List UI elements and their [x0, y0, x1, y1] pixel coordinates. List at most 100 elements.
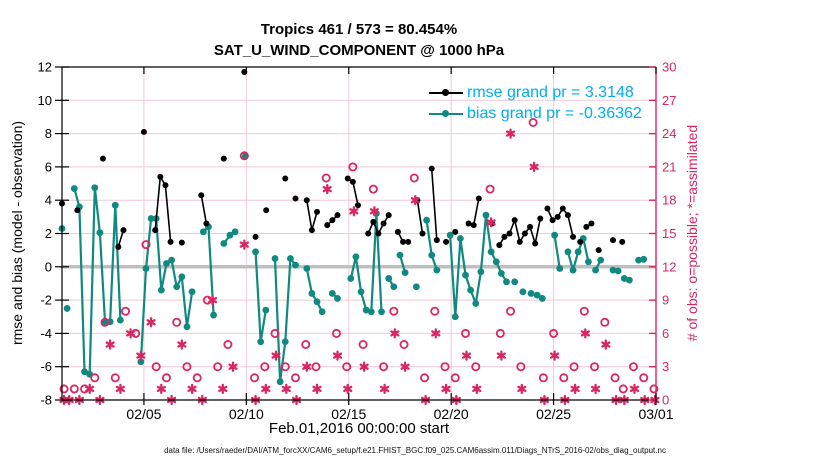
- assimilated-obs-marker: [549, 350, 560, 361]
- assimilated-obs-marker: [218, 383, 228, 395]
- rmse-point: [220, 155, 227, 162]
- bias-point: [220, 240, 228, 247]
- left-tick-label: -6: [40, 359, 52, 374]
- assimilated-obs-marker: [590, 383, 601, 395]
- bias-point: [423, 216, 430, 224]
- possible-obs-marker: [649, 384, 659, 394]
- bias-point: [511, 278, 519, 286]
- possible-obs-marker: [100, 317, 110, 327]
- left-tick-label: 6: [45, 159, 52, 174]
- bias-point: [551, 231, 559, 239]
- bias-point: [111, 201, 119, 209]
- x-tick-label: 02/15: [331, 406, 366, 422]
- possible-obs-marker: [506, 306, 516, 316]
- rmse-point: [570, 233, 577, 240]
- assimilated-obs-marker: [570, 383, 580, 395]
- possible-obs-marker: [379, 362, 389, 372]
- possible-obs-marker: [389, 306, 399, 316]
- bias-point: [252, 248, 259, 256]
- right-tick-label: 0: [662, 393, 669, 408]
- left-tick-label: -4: [40, 326, 52, 341]
- possible-obs-marker: [639, 373, 649, 383]
- assimilated-obs-marker: [461, 350, 472, 361]
- possible-obs-marker: [270, 328, 280, 338]
- rmse-point: [516, 238, 523, 245]
- assimilated-obs-marker: [105, 339, 115, 350]
- x-tick-label: 02/10: [229, 406, 264, 422]
- left-axis-label: rmse and bias (model - observation): [9, 120, 25, 346]
- assimilated-obs-marker: [529, 161, 539, 173]
- rmse-point: [365, 230, 372, 237]
- bias-point: [564, 248, 572, 256]
- bias-point: [231, 228, 239, 236]
- right-tick-label: 12: [662, 259, 676, 274]
- bias-point: [538, 295, 546, 302]
- left-tick-label: 8: [45, 126, 52, 141]
- right-tick-label: 15: [662, 226, 676, 241]
- bias-point: [462, 271, 469, 279]
- possible-obs-marker: [579, 306, 589, 316]
- possible-obs-marker: [110, 373, 120, 383]
- assimilated-obs-marker: [400, 361, 410, 372]
- assimilated-obs-marker: [390, 328, 400, 339]
- assimilated-obs-marker: [187, 383, 197, 395]
- assimilated-obs-marker: [207, 294, 218, 306]
- bias-point: [497, 270, 505, 277]
- possible-obs-marker: [528, 118, 538, 128]
- bias-point: [585, 258, 592, 266]
- assimilated-obs-marker: [349, 206, 359, 217]
- possible-obs-marker: [342, 362, 352, 372]
- rmse-point: [443, 238, 450, 245]
- rmse-point: [588, 220, 595, 227]
- bias-point: [620, 275, 628, 282]
- right-axis-label: # of obs: o=possible; *=assimilated: [684, 124, 700, 342]
- possible-obs-marker: [471, 362, 481, 372]
- bias-point: [81, 368, 88, 376]
- rmse-point: [380, 220, 387, 227]
- rmse-point: [385, 212, 392, 219]
- possible-obs-marker: [120, 306, 130, 316]
- bias-point: [635, 256, 642, 264]
- assimilated-obs-marker: [332, 350, 343, 361]
- bias-point: [451, 313, 459, 321]
- bias-point: [640, 255, 648, 263]
- rmse-point: [521, 230, 528, 237]
- assimilated-obs-marker: [322, 183, 332, 195]
- rmse-point: [419, 230, 426, 237]
- right-tick-label: 27: [662, 93, 676, 108]
- chart-title-line1: Tropics 461 / 573 = 80.454%: [260, 21, 458, 38]
- rmse-point: [370, 218, 377, 225]
- bias-point: [362, 306, 370, 314]
- bias-point: [390, 283, 398, 291]
- bias-point: [533, 291, 541, 299]
- bias-point: [168, 256, 175, 264]
- rmse-point: [303, 197, 310, 204]
- assimilated-obs-marker: [629, 383, 640, 395]
- bias-point: [183, 323, 191, 331]
- rmse-point: [532, 240, 539, 247]
- rmse-point: [577, 238, 584, 245]
- bias-point: [152, 215, 160, 222]
- rmse-point: [475, 195, 482, 202]
- bias-point: [357, 288, 365, 296]
- bias-point: [446, 231, 454, 239]
- left-tick-label: 12: [38, 60, 52, 75]
- assimilated-obs-marker: [486, 217, 496, 228]
- bias-point: [142, 265, 150, 272]
- bias-point: [487, 248, 495, 256]
- rmse-point: [554, 213, 561, 220]
- left-tick-label: -2: [40, 293, 52, 308]
- x-tick-label: 03/01: [638, 406, 673, 422]
- legend-label-rmse: rmse grand pr = 3.3148: [467, 83, 634, 101]
- possible-obs-marker: [331, 328, 341, 338]
- bias-point: [173, 283, 181, 291]
- possible-obs-marker: [291, 373, 301, 383]
- possible-obs-marker: [569, 362, 579, 372]
- bias-point: [592, 266, 599, 274]
- bias-point: [625, 276, 633, 284]
- assimilated-obs-marker: [136, 350, 146, 361]
- assimilated-obs-marker: [410, 195, 420, 206]
- bias-point: [91, 184, 99, 192]
- bias-point: [116, 316, 124, 324]
